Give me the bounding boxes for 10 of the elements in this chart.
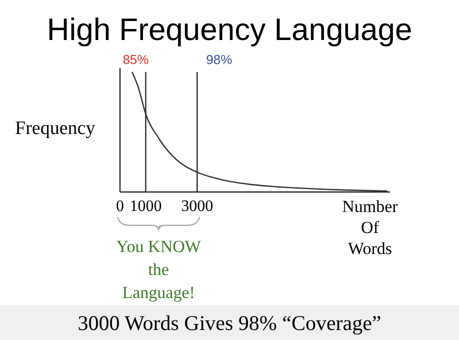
y-axis-title: Frequency: [15, 118, 96, 139]
x-axis-title: Number Of Words: [342, 197, 398, 258]
text: You KNOW the Language!: [116, 237, 202, 302]
x-tick-label: 1000: [130, 198, 162, 215]
text: 3000 Words Gives 98% “Coverage”: [78, 311, 382, 335]
chart-title: High Frequency Language: [46, 12, 412, 47]
x-tick-label: 0: [116, 198, 124, 215]
x-tick-label: 3000: [181, 198, 214, 215]
annotation: 85%: [122, 52, 150, 67]
annotation: 98%: [206, 52, 233, 67]
